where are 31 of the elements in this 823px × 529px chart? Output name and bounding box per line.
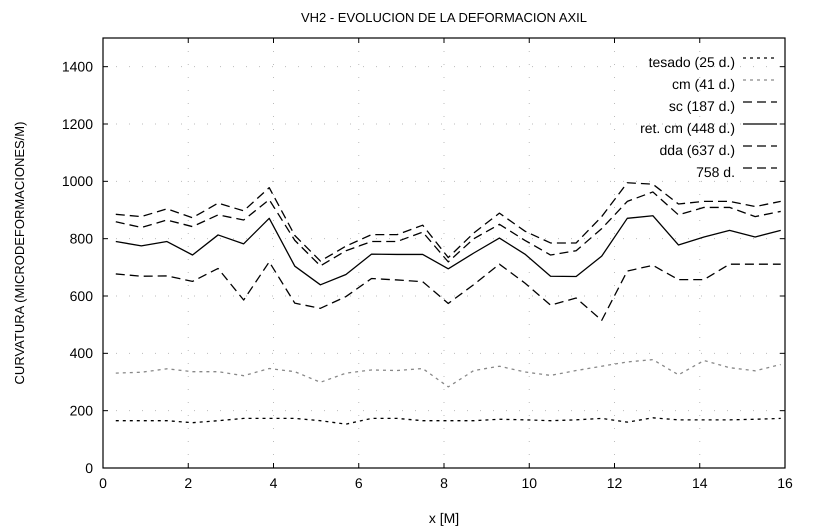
legend-label: ret. cm (448 d.) — [640, 120, 735, 136]
legend-label: sc (187 d.) — [668, 98, 735, 114]
y-tick-label: 800 — [70, 230, 94, 247]
x-tick-label: 0 — [99, 475, 108, 491]
chart-title: VH2 - EVOLUCION DE LA DEFORMACION AXIL — [300, 10, 588, 25]
y-tick-label: 600 — [70, 288, 94, 304]
y-tick-label: 200 — [70, 402, 94, 419]
x-tick-label: 16 — [777, 475, 793, 491]
legend-label: tesado (25 d.) — [648, 54, 735, 70]
line-series — [115, 182, 782, 262]
legend-label: cm (41 d.) — [672, 76, 735, 92]
x-axis-title: x [M] — [428, 510, 460, 526]
line-series — [115, 417, 782, 425]
y-tick-label: 400 — [70, 345, 94, 362]
legend-label: dda (637 d.) — [660, 142, 735, 158]
y-tick-label: 1200 — [62, 116, 94, 132]
x-tick-label: 4 — [270, 475, 278, 491]
y-axis-title: CURVATURA (MICRODEFORMACIONES/M) — [12, 122, 27, 384]
x-tick-label: 14 — [692, 475, 708, 491]
y-tick-label: 1000 — [62, 173, 94, 190]
line-series — [115, 215, 782, 286]
y-tick-label: 1400 — [62, 58, 94, 75]
legend-label: 758 d. — [696, 164, 735, 180]
x-tick-label: 2 — [184, 475, 192, 491]
x-tick-label: 6 — [354, 475, 363, 491]
y-tick-label: 0 — [85, 460, 94, 476]
line-series — [115, 358, 782, 388]
x-tick-label: 8 — [440, 475, 448, 491]
x-tick-label: 10 — [521, 475, 538, 491]
line-series — [115, 261, 782, 322]
x-tick-label: 12 — [606, 475, 622, 491]
